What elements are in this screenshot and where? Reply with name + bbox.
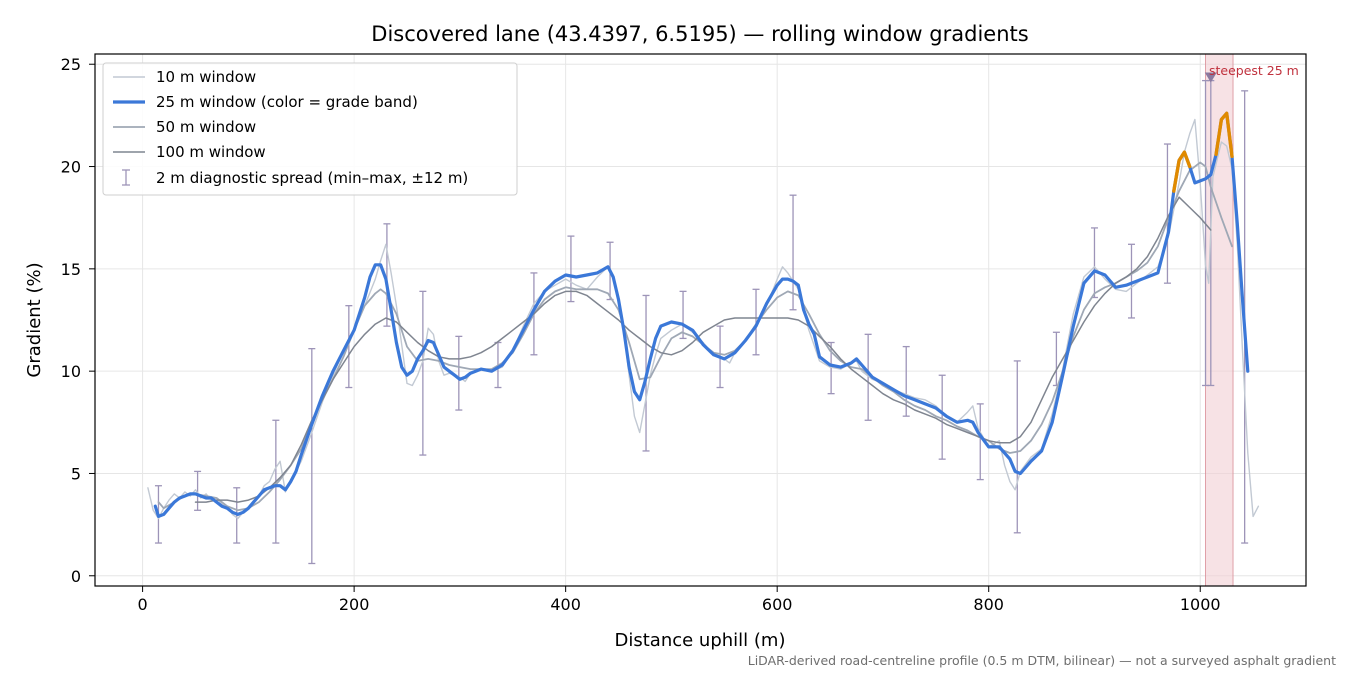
errorbar <box>1052 331 1060 387</box>
legend-label-10m: 10 m window <box>156 68 256 86</box>
errorbar <box>789 194 797 311</box>
annotation-steepest: steepest 25 m <box>1209 63 1299 78</box>
series-lines <box>147 111 1260 520</box>
y-tick-label: 15 <box>61 260 81 279</box>
y-tick-label: 20 <box>61 158 81 177</box>
y-tick-label: 10 <box>61 362 81 381</box>
errorbar <box>383 223 391 327</box>
legend-swatch-errorbar <box>122 169 130 186</box>
chart-title: Discovered lane (43.4397, 6.5195) — roll… <box>371 22 1028 46</box>
legend: 10 m window 25 m window (color = grade b… <box>102 62 518 196</box>
series-line-100m <box>194 196 1212 503</box>
errorbar <box>455 335 463 411</box>
x-tick-label: 600 <box>762 595 793 614</box>
errorbar <box>419 290 427 456</box>
series-line-25m-hot <box>1172 150 1192 193</box>
y-tick-label: 0 <box>71 567 81 586</box>
errorbar <box>194 470 202 511</box>
plot-frame <box>94 53 1307 587</box>
legend-label-100m: 100 m window <box>156 143 266 161</box>
errorbar <box>1127 243 1135 319</box>
series-line-50m <box>157 161 1233 512</box>
errorbar <box>752 288 760 356</box>
x-tick-label: 200 <box>339 595 370 614</box>
errorbar <box>345 305 353 389</box>
steepest-marker-triangle <box>1204 72 1217 83</box>
y-tick-label: 25 <box>61 55 81 74</box>
legend-label-50m: 50 m window <box>156 118 256 136</box>
errorbar <box>308 347 316 565</box>
series-line-25m-hot <box>1214 111 1234 158</box>
axis-ticks: 0 200 400 600 800 1000 0 5 10 15 20 25 <box>61 55 1221 614</box>
footnote: LiDAR-derived road-centreline profile (0… <box>748 653 1336 668</box>
errorbar <box>1090 227 1098 299</box>
x-tick-label: 400 <box>550 595 581 614</box>
series-line-10m <box>147 118 1260 520</box>
x-tick-label: 0 <box>138 595 148 614</box>
series-line-25m <box>153 111 1250 518</box>
steepest-marker <box>1204 72 1217 83</box>
x-axis-label: Distance uphill (m) <box>615 630 786 651</box>
errorbar <box>864 333 872 421</box>
errorbar <box>976 403 984 481</box>
y-tick-label: 5 <box>71 464 81 483</box>
errorbar <box>938 374 946 460</box>
errorbar <box>1013 360 1021 534</box>
errorbar <box>1163 143 1171 284</box>
x-tick-label: 1000 <box>1180 595 1221 614</box>
y-axis-label: Gradient (%) <box>24 262 45 377</box>
errorbar <box>679 290 687 340</box>
x-tick-label: 800 <box>973 595 1004 614</box>
legend-label-25m: 25 m window (color = grade band) <box>156 93 418 111</box>
legend-label-errorbar: 2 m diagnostic spread (min–max, ±12 m) <box>156 169 468 187</box>
legend-frame <box>102 62 518 196</box>
